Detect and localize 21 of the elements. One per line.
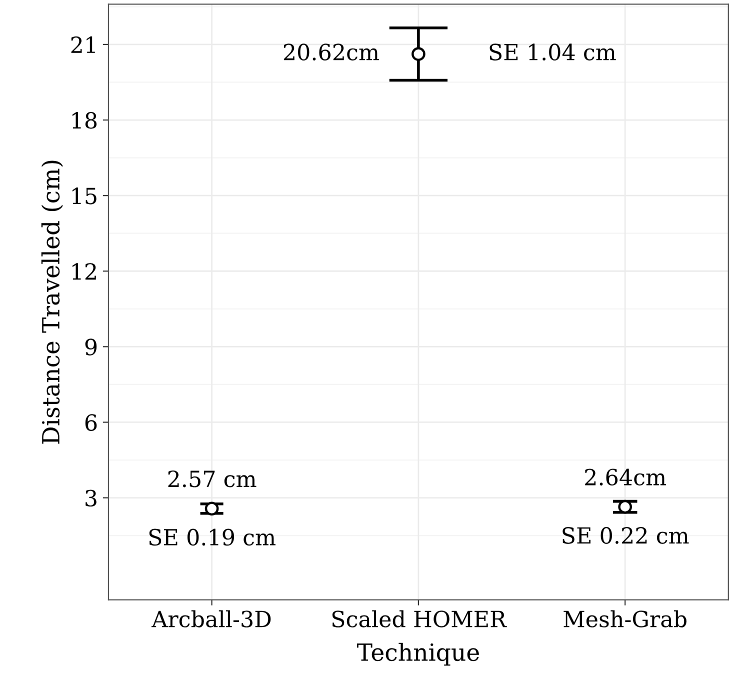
data-label: 2.57 cm (168, 470, 256, 488)
point (204, 502, 219, 516)
x-tick-label: Arcball-3D (152, 610, 271, 628)
point (618, 500, 632, 514)
y-tick-label: 18 (72, 112, 97, 129)
point (412, 47, 426, 61)
x-axis-title: Technique (356, 642, 479, 666)
annotation: SE 0.22 cm (562, 527, 689, 544)
y-axis-title: Distance Travelled (cm) (41, 160, 64, 444)
y-tick-label: 12 (72, 263, 96, 280)
data-label: 20.62cm (284, 44, 379, 60)
y-tick-label: 6 (85, 414, 97, 431)
x-tick-label: Scaled HOMER (332, 610, 507, 628)
y-tick-label: 9 (85, 338, 97, 356)
annotation: SE 1.04 cm (490, 44, 616, 60)
y-tick-label: 3 (86, 490, 96, 507)
y-tick-label: 15 (72, 188, 96, 204)
data-label: 2.64cm (585, 468, 666, 486)
x-tick-label: Mesh-Grab (564, 610, 686, 628)
annotation: SE 0.19 cm (149, 528, 276, 546)
y-tick-label: 21 (71, 36, 95, 53)
